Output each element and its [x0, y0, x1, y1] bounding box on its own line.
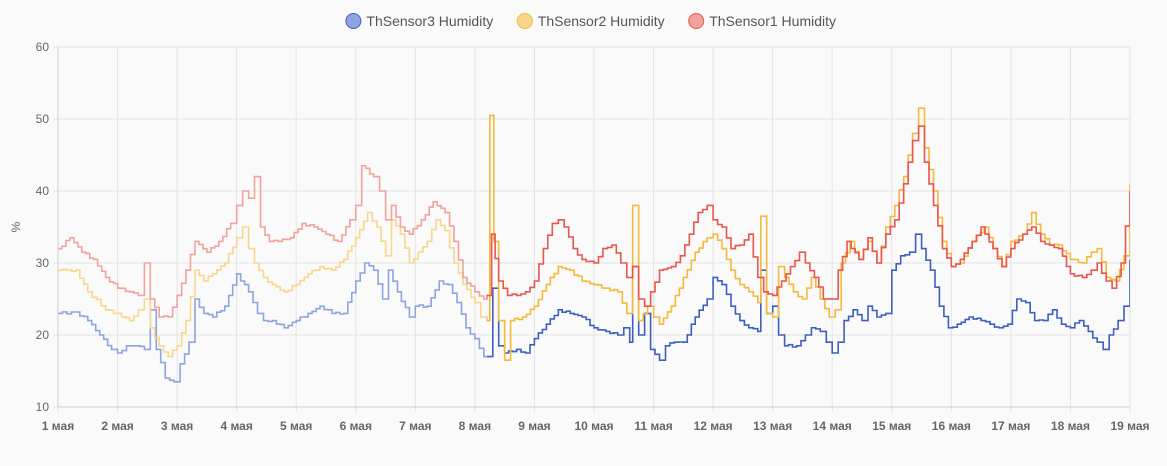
series-line-1 [486, 233, 1130, 361]
x-tick-label: 2 мая [101, 419, 133, 433]
legend-item-3[interactable]: ThSensor1 Humidity [688, 13, 836, 29]
legend-swatch [516, 13, 533, 29]
y-tick-label: 30 [36, 256, 50, 270]
x-tick-label: 5 мая [280, 419, 312, 433]
y-axis-label: % [9, 221, 23, 232]
grid [53, 46, 1131, 412]
legend-label: ThSensor3 Humidity [366, 13, 493, 29]
series-line-faded-2 [58, 211, 487, 358]
legend-label: ThSensor2 Humidity [538, 13, 665, 29]
x-tick-label: 9 мая [518, 419, 550, 433]
x-tick-label: 6 мая [340, 419, 372, 433]
legend-swatch [345, 13, 362, 29]
x-tick-label: 8 мая [459, 419, 491, 433]
y-tick-label: 20 [36, 328, 50, 342]
x-tick-label: 14 мая [813, 419, 852, 433]
legend-item-1[interactable]: ThSensor3 Humidity [345, 13, 493, 29]
x-tick-label: 18 мая [1051, 419, 1090, 433]
y-tick-label: 60 [36, 40, 50, 54]
series-line-faded-1 [58, 262, 487, 383]
legend-label: ThSensor1 Humidity [709, 13, 836, 29]
x-tick-label: 10 мая [574, 419, 613, 433]
x-tick-label: 11 мая [634, 419, 672, 433]
y-tick-label: 40 [36, 184, 50, 198]
x-tick-label: 16 мая [932, 419, 971, 433]
legend-swatch [688, 13, 705, 29]
x-tick-label: 15 мая [872, 419, 911, 433]
series-line-faded-3 [58, 165, 487, 318]
legend: ThSensor3 Humidity ThSensor2 Humidity ThSe… [345, 13, 836, 29]
x-tick-label: 1 мая [42, 419, 74, 433]
x-tick-label: 19 мая [1110, 419, 1149, 433]
y-tick-label: 50 [36, 112, 50, 126]
axes: 10 20 30 40 50 60 1 мая 2 мая 3 мая 4 мая 5 мая 6 м… [9, 40, 1150, 433]
x-tick-label: 3 мая [161, 419, 193, 433]
x-tick-label: 4 мая [220, 419, 252, 433]
x-tick-label: 12 мая [694, 419, 733, 433]
series-line-3 [486, 125, 1130, 307]
x-tick-label: 7 мая [399, 419, 431, 433]
series-layer [58, 107, 1130, 383]
x-tick-label: 13 мая [753, 419, 792, 433]
y-tick-label: 10 [36, 400, 50, 414]
x-tick-label: 17 мая [991, 419, 1030, 433]
legend-item-2[interactable]: ThSensor2 Humidity [516, 13, 665, 29]
